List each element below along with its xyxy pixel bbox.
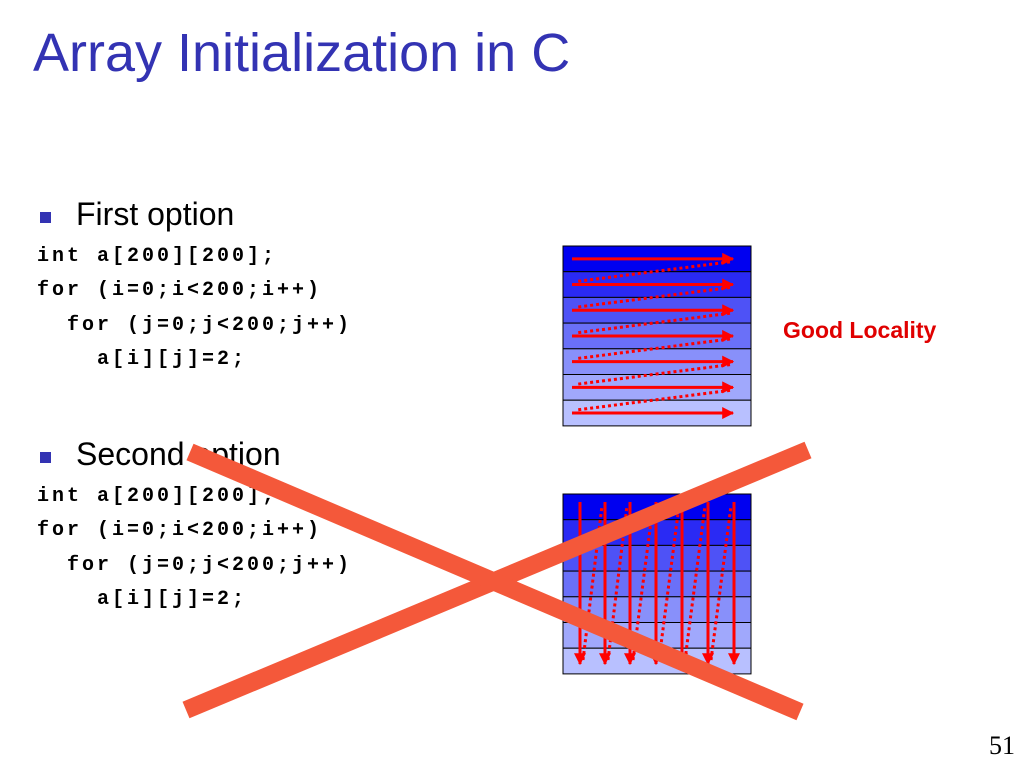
dotted-arrow: [575, 286, 731, 309]
bullet-marker: [40, 212, 51, 223]
code-line: a[i][j]=2;: [37, 347, 248, 371]
dotted-arrow: [575, 260, 731, 284]
annotation: Good Locality: [783, 317, 937, 343]
bullet-text: Second option: [76, 436, 281, 472]
bullet-text: First option: [76, 196, 235, 232]
code-line: int a[200][200];: [37, 245, 278, 268]
dotted-arrow: [575, 337, 731, 361]
dotted-arrow: [575, 388, 731, 412]
cross-line: [186, 443, 804, 721]
dotted-arrow: [575, 363, 731, 386]
bullet-marker: [40, 452, 51, 463]
code-line: for (j=0;j<200;j++): [37, 553, 353, 577]
code-line: a[i][j]=2;: [37, 587, 248, 611]
dotted-arrow: [575, 311, 731, 335]
code-line: for (i=0;i<200;i++): [37, 279, 323, 303]
dotted-arrow: [657, 505, 681, 661]
dotted-arrow: [581, 505, 604, 661]
dotted-arrow: [683, 505, 707, 661]
code-line: int a[200][200];: [37, 485, 278, 508]
code-line: for (i=0;i<200;i++): [37, 519, 323, 543]
code-line: for (j=0;j<200;j++): [37, 313, 353, 337]
dotted-arrow: [709, 505, 733, 661]
slide-title: Array Initialization in C: [33, 23, 571, 83]
page-number: 51: [989, 731, 1015, 760]
